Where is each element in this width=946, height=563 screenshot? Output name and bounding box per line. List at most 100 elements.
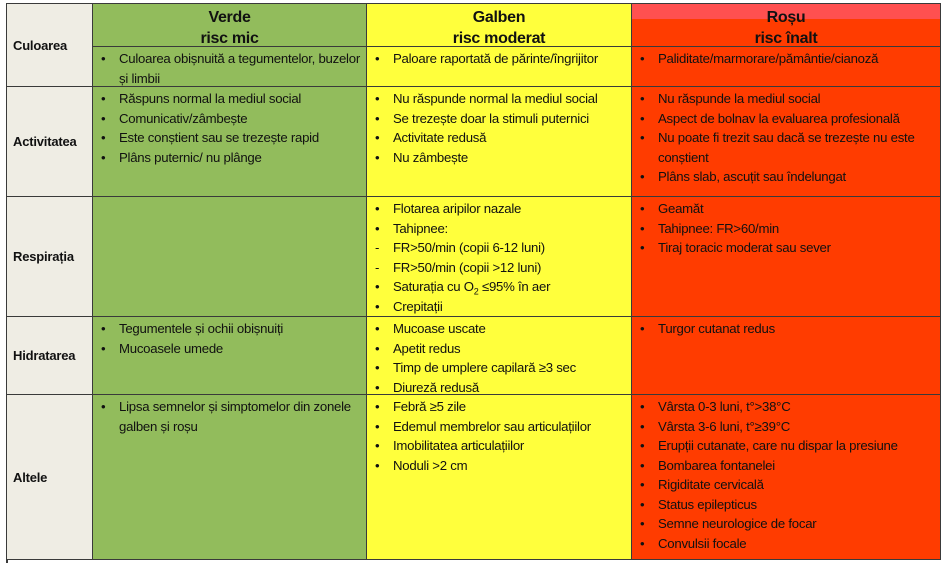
cell-red: • Nu răspunde la mediul social • Aspect de …	[632, 87, 941, 197]
item-text-main: FR>50/min (copii 6-12 luni)	[393, 240, 545, 255]
item-text: Tahipnee: FR>60/min	[658, 219, 940, 239]
bullet-icon: •	[101, 130, 106, 145]
item-text-main: Nu poate fi trezit sau dacă se trezește …	[658, 130, 915, 165]
cell-yellow: • Paloare raportată de părinte/îngrijitor	[367, 47, 632, 87]
cell-yellow: • Nu răspunde normal la mediul social • Se …	[367, 87, 632, 197]
bullet-icon: •	[375, 201, 380, 216]
item-text-main: Febră ≥5 zile	[393, 399, 466, 414]
item-text: Turgor cutanat redus	[658, 319, 940, 339]
cell-yellow: • Flotarea aripilor nazale • Tahipnee: - FR>5…	[367, 197, 632, 317]
item-text-main: Mucoase uscate	[393, 321, 486, 336]
row-label-culoarea: Culoarea	[7, 4, 93, 87]
header-subtitle: risc înalt	[754, 30, 818, 47]
item-text-main: Timp de umplere capilară ≥3 sec	[393, 360, 576, 375]
cell-red: • Geamăt • Tahipnee: FR>60/min • Tiraj toraci…	[632, 197, 941, 317]
bullet-icon: •	[375, 340, 380, 356]
item-text: Convulsii focale	[658, 534, 940, 554]
list-item: • Tiraj toracic moderat sau sever	[640, 238, 940, 258]
list-item: • Bombarea fontanelei	[640, 456, 940, 476]
item-text: Semne neurologice de focar	[658, 514, 940, 534]
row-label-respirația: Respirația	[7, 197, 93, 317]
bullet-icon: •	[375, 298, 380, 314]
bullet-icon: •	[640, 220, 645, 236]
bullet-icon: •	[640, 91, 645, 106]
item-text-main: Crepitații	[393, 298, 443, 314]
bullet-icon: •	[640, 51, 645, 66]
row-label-altele: Altele	[7, 395, 93, 560]
header-title: Roșu	[766, 9, 806, 26]
bullet-icon: •	[640, 418, 645, 434]
bullet-icon: •	[101, 51, 106, 66]
item-text-main: Nu răspunde normal la mediul social	[393, 91, 598, 106]
list-item: • Vârsta 0-3 luni, t°>38°C	[640, 397, 940, 417]
item-text-main: Erupții cutanate, care nu dispar la pres…	[658, 438, 898, 453]
bullet-icon: •	[375, 279, 380, 294]
bullet-icon: •	[101, 110, 106, 126]
list-item: - FR>50/min (copii 6-12 luni)	[375, 238, 631, 258]
list-item: • Edemul membrelor sau articulațiilor	[375, 417, 631, 437]
table-top-border	[7, 3, 941, 5]
item-text: Rigiditate cervicală	[658, 475, 940, 495]
bullet-icon: •	[640, 496, 645, 512]
item-text: Nu poate fi trezit sau dacă se trezește …	[658, 128, 940, 167]
bullet-icon: •	[375, 110, 380, 126]
list-item: • Paloare raportată de părinte/îngrijitor	[375, 49, 631, 69]
item-text-main: Tahipnee: FR>60/min	[658, 220, 779, 236]
item-text-main: Noduli >2 cm	[393, 457, 468, 473]
list-item: • Nu răspunde normal la mediul social	[375, 89, 631, 109]
item-text: Tegumentele și ochii obișnuiți	[119, 319, 366, 339]
item-text-main: Lipsa semnelor și simptomelor din zonele…	[119, 399, 351, 434]
list-item: • Activitate redusă	[375, 128, 631, 148]
bullet-icon: •	[375, 438, 380, 453]
item-text: Paliditate/marmorare/pământie/cianoză	[658, 49, 940, 69]
item-text-main: Nu răspunde la mediul social	[658, 91, 821, 106]
list-item: • Aspect de bolnav la evaluarea profesion…	[640, 109, 940, 129]
bullet-icon: •	[375, 91, 380, 106]
item-text: Noduli >2 cm	[393, 456, 631, 476]
bullet-icon: •	[375, 379, 380, 395]
item-text: Tahipnee:	[393, 219, 631, 239]
cell-yellow: • Mucoase uscate • Apetit redus • Timp de ump…	[367, 317, 632, 395]
item-text: Se trezește doar la stimuli puternici	[393, 109, 631, 129]
list-item: • Plâns puternic/ nu plânge	[101, 148, 366, 168]
item-text-main: Vârsta 3-6 luni, t°≥39°C	[658, 418, 790, 434]
item-text-main: Culoarea obișnuită a tegumentelor, buzel…	[119, 51, 360, 86]
list-item: • Lipsa semnelor și simptomelor din zonel…	[101, 397, 366, 436]
list-item: • Status epilepticus	[640, 495, 940, 515]
header-green: Verde risc mic	[93, 4, 367, 47]
bullet-icon: •	[101, 321, 106, 336]
bullet-icon: •	[375, 51, 380, 66]
list-item: • Flotarea aripilor nazale	[375, 199, 631, 219]
list-item: • Nu răspunde la mediul social	[640, 89, 940, 109]
list-item: • Imobilitatea articulațiilor	[375, 436, 631, 456]
item-text-main: Flotarea aripilor nazale	[393, 201, 522, 216]
item-text: Paloare raportată de părinte/îngrijitor	[393, 49, 631, 69]
list-item: • Tahipnee: FR>60/min	[640, 219, 940, 239]
list-item: • Apetit redus	[375, 339, 631, 359]
row-label-hidratarea: Hidratarea	[7, 317, 93, 395]
list-item: • Timp de umplere capilară ≥3 sec	[375, 358, 631, 378]
list-item: • Vârsta 3-6 luni, t°≥39°C	[640, 417, 940, 437]
cell-green: • Culoarea obișnuită a tegumentelor, buze…	[93, 47, 367, 87]
item-text-main: Tahipnee:	[393, 220, 448, 236]
bullet-icon: •	[375, 220, 380, 236]
bullet-icon: •	[375, 130, 380, 145]
item-text: Geamăt	[658, 199, 940, 219]
item-text: FR>50/min (copii 6-12 luni)	[393, 238, 631, 258]
item-text: Mucoasele umede	[119, 339, 366, 359]
item-text: Tiraj toracic moderat sau sever	[658, 238, 940, 258]
bullet-icon: •	[375, 321, 380, 336]
list-item: • Saturația cu O2 ≤95% în aer	[375, 277, 631, 297]
item-text-main: Saturația cu O	[393, 279, 474, 294]
item-text: Activitate redusă	[393, 128, 631, 148]
bullet-icon: •	[640, 438, 645, 453]
item-text: Este conștient sau se trezește rapid	[119, 128, 366, 148]
item-text: Comunicativ/zâmbește	[119, 109, 366, 129]
item-text: Culoarea obișnuită a tegumentelor, buzel…	[119, 49, 366, 88]
cell-green	[93, 197, 367, 317]
item-text: Lipsa semnelor și simptomelor din zonele…	[119, 397, 366, 436]
bullet-icon: •	[640, 535, 645, 551]
item-text-main: Tegumentele și ochii obișnuiți	[119, 321, 284, 336]
list-item: - FR>50/min (copii >12 luni)	[375, 258, 631, 278]
item-text-after: ≤95% în aer	[478, 279, 551, 294]
